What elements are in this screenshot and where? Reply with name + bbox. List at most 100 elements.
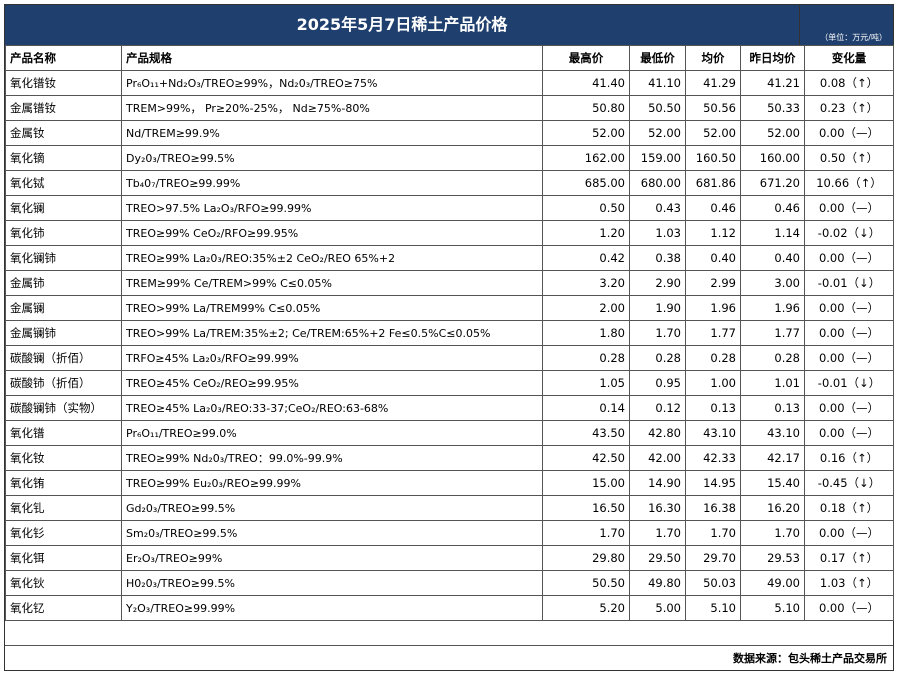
- cell-high: 1.80: [542, 320, 630, 346]
- cell-low: 680.00: [629, 170, 686, 196]
- cell-name: 金属镧铈: [5, 320, 122, 346]
- cell-high: 2.00: [542, 295, 630, 321]
- cell-avg: 2.99: [685, 270, 741, 296]
- cell-high: 1.20: [542, 220, 630, 246]
- table-row: 氧化钬 H0₂0₃/TREO≥99.5% 50.50 49.80 50.03 49.00 1…: [5, 570, 894, 596]
- cell-high: 42.50: [542, 445, 630, 471]
- cell-name: 氧化铒: [5, 545, 122, 571]
- cell-prev: 1.01: [740, 370, 805, 396]
- table-row: 氧化镨 Pr₆O₁₁/TREO≥99.0% 43.50 42.80 43.10 43.10…: [5, 420, 894, 446]
- cell-low: 5.00: [629, 595, 686, 621]
- cell-low: 1.70: [629, 320, 686, 346]
- cell-high: 52.00: [542, 120, 630, 146]
- cell-avg: 29.70: [685, 545, 741, 571]
- cell-prev: 0.13: [740, 395, 805, 421]
- cell-low: 42.00: [629, 445, 686, 471]
- cell-change: 0.08（↑）: [804, 70, 894, 96]
- header-name: 产品名称: [5, 45, 122, 71]
- cell-change: 0.16（↑）: [804, 445, 894, 471]
- cell-prev: 15.40: [740, 470, 805, 496]
- cell-high: 0.28: [542, 345, 630, 371]
- cell-change: 0.00（—）: [804, 245, 894, 271]
- cell-name: 金属铈: [5, 270, 122, 296]
- cell-name: 氧化铕: [5, 470, 122, 496]
- cell-avg: 42.33: [685, 445, 741, 471]
- cell-change: -0.01（↓）: [804, 370, 894, 396]
- cell-prev: 29.53: [740, 545, 805, 571]
- cell-low: 0.12: [629, 395, 686, 421]
- table-row: 金属镨钕 TREM>99%， Pr≥20%-25%， Nd≥75%-80% 50.8…: [5, 95, 894, 121]
- cell-avg: 1.00: [685, 370, 741, 396]
- cell-avg: 681.86: [685, 170, 741, 196]
- cell-low: 16.30: [629, 495, 686, 521]
- cell-spec: Gd₂0₃/TREO≥99.5%: [121, 495, 543, 521]
- cell-high: 50.80: [542, 95, 630, 121]
- cell-high: 41.40: [542, 70, 630, 96]
- cell-low: 50.50: [629, 95, 686, 121]
- table-row: 氧化铕 TREO≥99% Eu₂0₃/REO≥99.99% 15.00 14.90 14…: [5, 470, 894, 496]
- cell-prev: 0.46: [740, 195, 805, 221]
- cell-change: 10.66（↑）: [804, 170, 894, 196]
- cell-low: 0.95: [629, 370, 686, 396]
- cell-high: 162.00: [542, 145, 630, 171]
- header-spec: 产品规格: [121, 45, 543, 71]
- cell-name: 金属镧: [5, 295, 122, 321]
- cell-spec: Dy₂0₃/TREO≥99.5%: [121, 145, 543, 171]
- cell-name: 氧化铈: [5, 220, 122, 246]
- header-low: 最低价: [629, 45, 686, 71]
- cell-prev: 52.00: [740, 120, 805, 146]
- cell-spec: Y₂O₃/TREO≥99.99%: [121, 595, 543, 621]
- cell-avg: 50.56: [685, 95, 741, 121]
- cell-avg: 50.03: [685, 570, 741, 596]
- cell-low: 159.00: [629, 145, 686, 171]
- table-row: 氧化钇 Y₂O₃/TREO≥99.99% 5.20 5.00 5.10 5.10 0.00（…: [5, 595, 894, 621]
- cell-change: 0.00（—）: [804, 195, 894, 221]
- cell-low: 2.90: [629, 270, 686, 296]
- cell-prev: 5.10: [740, 595, 805, 621]
- cell-spec: Sm₂0₃/TREO≥99.5%: [121, 520, 543, 546]
- cell-name: 碳酸镧铈（实物）: [5, 395, 122, 421]
- cell-low: 0.28: [629, 345, 686, 371]
- cell-avg: 0.13: [685, 395, 741, 421]
- cell-change: 0.00（—）: [804, 320, 894, 346]
- cell-low: 1.03: [629, 220, 686, 246]
- page-title: 2025年5月7日稀土产品价格: [5, 5, 800, 45]
- cell-change: 0.00（—）: [804, 520, 894, 546]
- table-row: 金属镧 TREO>99% La/TREM99% C≤0.05% 2.00 1.90 1.…: [5, 295, 894, 321]
- table-row: 金属镧铈 TREO>99% La/TREM:35%±2; Ce/TREM:65%+…: [5, 320, 894, 346]
- cell-change: 0.00（—）: [804, 595, 894, 621]
- cell-high: 43.50: [542, 420, 630, 446]
- cell-prev: 1.77: [740, 320, 805, 346]
- cell-high: 29.80: [542, 545, 630, 571]
- cell-avg: 41.29: [685, 70, 741, 96]
- cell-name: 氧化铽: [5, 170, 122, 196]
- price-table-container: 2025年5月7日稀土产品价格 （单位：万元/吨） 产品名称 产品规格 最高价 …: [4, 4, 894, 671]
- cell-avg: 1.12: [685, 220, 741, 246]
- cell-low: 29.50: [629, 545, 686, 571]
- cell-spec: Pr₆O₁₁+Nd₂O₃/TREO≥99%，Nd₂0₃/TREO≥75%: [121, 70, 543, 96]
- cell-change: 1.03（↑）: [804, 570, 894, 596]
- table-row: 氧化钕 TREO≥99% Nd₂0₃/TREO：99.0%-99.9% 42.50 4…: [5, 445, 894, 471]
- cell-name: 氧化镨钕: [5, 70, 122, 96]
- cell-prev: 3.00: [740, 270, 805, 296]
- cell-spec: H0₂0₃/TREO≥99.5%: [121, 570, 543, 596]
- cell-change: 0.17（↑）: [804, 545, 894, 571]
- cell-avg: 160.50: [685, 145, 741, 171]
- cell-name: 氧化钇: [5, 595, 122, 621]
- table-row: 氧化铈 TREO≥99% CeO₂/RFO≥99.95% 1.20 1.03 1.12 1…: [5, 220, 894, 246]
- cell-low: 0.43: [629, 195, 686, 221]
- title-bar: 2025年5月7日稀土产品价格 （单位：万元/吨）: [5, 5, 893, 45]
- cell-change: 0.00（—）: [804, 120, 894, 146]
- cell-high: 15.00: [542, 470, 630, 496]
- table-row: 碳酸铈（折佰） TREO≥45% CeO₂/REO≥99.95% 1.05 0.95 1…: [5, 370, 894, 396]
- cell-high: 0.14: [542, 395, 630, 421]
- table-row: 氧化镧铈 TREO≥99% La₂0₃/REO:35%±2 CeO₂/REO 65…: [5, 245, 894, 271]
- cell-low: 0.38: [629, 245, 686, 271]
- cell-name: 氧化镨: [5, 420, 122, 446]
- table-row: 氧化镨钕 Pr₆O₁₁+Nd₂O₃/TREO≥99%，Nd₂0₃/TREO≥75%…: [5, 70, 894, 96]
- cell-spec: TREO≥45% CeO₂/REO≥99.95%: [121, 370, 543, 396]
- cell-change: 0.50（↑）: [804, 145, 894, 171]
- cell-high: 5.20: [542, 595, 630, 621]
- table-row: 碳酸镧（折佰） TRFO≥45% La₂0₃/RFO≥99.99% 0.28 0.28…: [5, 345, 894, 371]
- cell-prev: 160.00: [740, 145, 805, 171]
